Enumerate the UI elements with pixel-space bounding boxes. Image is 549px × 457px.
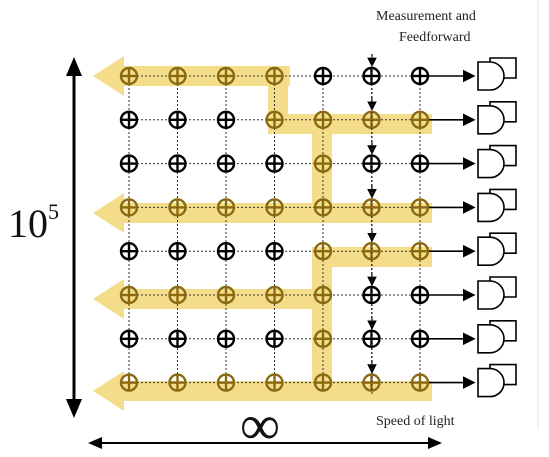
qubit-node bbox=[168, 110, 187, 130]
detector bbox=[429, 232, 517, 266]
qubit-node bbox=[216, 154, 236, 173]
qubit-node bbox=[410, 329, 430, 348]
qubit-node bbox=[313, 198, 333, 217]
detector bbox=[429, 363, 517, 398]
width-infinity-label: ∞ bbox=[240, 395, 280, 457]
detector bbox=[429, 188, 517, 223]
qubit-node bbox=[265, 241, 284, 261]
qubit-node bbox=[410, 373, 430, 392]
qubit-node bbox=[410, 110, 430, 130]
qubit-node bbox=[313, 285, 333, 305]
qubit-node bbox=[265, 329, 284, 348]
highlight-arrow-row-0 bbox=[93, 56, 124, 96]
qubit-node bbox=[168, 329, 187, 348]
measurement-label-line1: Measurement and bbox=[376, 9, 476, 24]
qubit-node bbox=[313, 110, 333, 130]
detector bbox=[429, 276, 517, 310]
rows-double-arrow bbox=[66, 57, 82, 418]
highlight-connector-2 bbox=[312, 247, 332, 397]
qubit-node bbox=[410, 198, 430, 217]
qubit-node bbox=[313, 66, 333, 86]
qubit-node bbox=[168, 66, 187, 86]
qubit-node bbox=[265, 110, 284, 130]
qubit-node bbox=[216, 373, 236, 392]
highlight-arrow-row-7 bbox=[93, 371, 124, 411]
qubit-node bbox=[119, 154, 139, 173]
rows-count-exponent: 5 bbox=[48, 198, 59, 224]
qubit-node bbox=[119, 241, 139, 261]
qubit-node bbox=[216, 110, 236, 130]
qubit-node bbox=[119, 66, 139, 86]
qubit-node bbox=[410, 241, 430, 261]
measurement-label-line2: Feedforward bbox=[399, 30, 471, 45]
qubit-node bbox=[216, 66, 236, 86]
qubit-node bbox=[265, 66, 284, 86]
highlight-row-1 bbox=[268, 114, 432, 134]
qubit-node bbox=[410, 285, 430, 305]
qubit-node bbox=[168, 285, 187, 305]
qubit-node bbox=[216, 198, 236, 217]
qubit-node bbox=[119, 110, 139, 130]
qubit-node bbox=[168, 373, 187, 392]
width-double-arrow bbox=[88, 437, 442, 449]
grid-nodes bbox=[119, 66, 430, 392]
qubit-node bbox=[313, 241, 333, 261]
detector bbox=[429, 144, 517, 179]
qubit-node bbox=[313, 329, 333, 348]
qubit-node bbox=[119, 373, 139, 392]
qubit-node bbox=[168, 241, 187, 261]
detector bbox=[429, 320, 517, 354]
highlight-row-3 bbox=[120, 203, 432, 223]
detectors bbox=[367, 54, 517, 398]
detector bbox=[429, 101, 517, 135]
rows-count-label: 105 bbox=[8, 198, 59, 247]
qubit-node bbox=[313, 154, 333, 173]
qubit-node bbox=[119, 285, 139, 305]
qubit-node bbox=[216, 285, 236, 305]
rows-count-base: 10 bbox=[8, 201, 48, 246]
qubit-node bbox=[168, 198, 187, 217]
detector bbox=[429, 57, 517, 91]
qubit-node bbox=[265, 373, 284, 392]
qubit-node bbox=[313, 373, 333, 392]
qubit-node bbox=[168, 154, 187, 173]
qubit-node bbox=[410, 154, 430, 173]
qubit-node bbox=[119, 198, 139, 217]
highlight-arrow-row-3 bbox=[93, 193, 124, 233]
qubit-node bbox=[216, 329, 236, 348]
qubit-node bbox=[265, 154, 284, 173]
qubit-node bbox=[410, 66, 430, 86]
speed-of-light-label: Speed of light bbox=[376, 414, 455, 429]
qubit-node bbox=[265, 285, 284, 305]
qubit-node bbox=[119, 329, 139, 348]
qubit-node bbox=[265, 198, 284, 217]
highlight-arrow-row-5 bbox=[93, 279, 124, 319]
qubit-node bbox=[216, 241, 236, 261]
highlight-paths bbox=[93, 56, 432, 411]
